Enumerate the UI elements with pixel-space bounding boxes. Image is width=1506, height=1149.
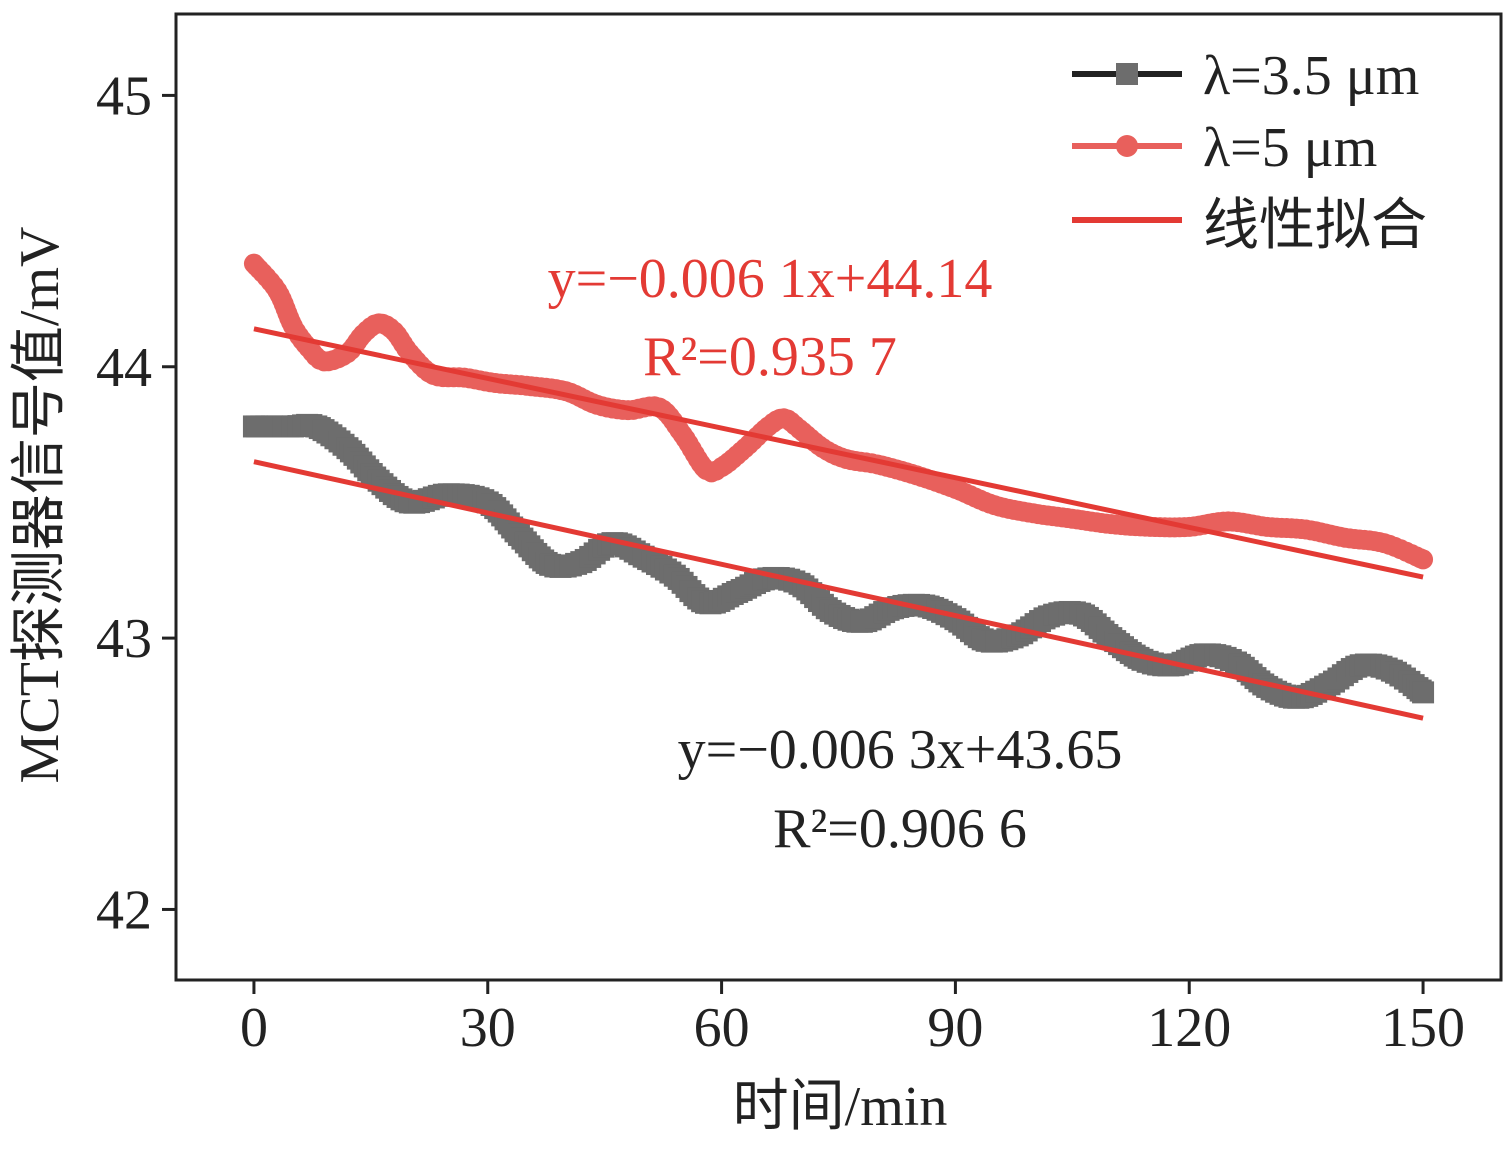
data-point [1413,549,1434,570]
x-tick-label: 120 [1147,997,1231,1059]
fit-r2-5um: R²=0.935 7 [643,326,897,388]
legend-marker-5um [1116,135,1138,157]
y-tick-label: 42 [96,879,152,941]
legend: λ=3.5 μm λ=5 μm 线性拟合 [1072,45,1427,257]
x-tick-label: 150 [1381,997,1465,1059]
plot-frame [174,12,1503,982]
y-tick-label: 45 [96,65,152,127]
x-tick-label: 90 [927,997,983,1059]
x-tick-label: 60 [694,997,750,1059]
fit-equation-5um: y=−0.006 1x+44.14 [548,248,993,310]
data-point [1412,681,1435,704]
legend-label-3-5um: λ=3.5 μm [1203,45,1419,107]
series-layer [242,253,1435,709]
legend-marker-3-5um [1116,63,1138,85]
fit-line-5um [253,326,1424,580]
y-tick-label: 43 [96,608,152,670]
x-tick-label: 0 [240,997,268,1059]
x-axis-label: 时间/min [733,1076,948,1138]
fit-equation-3-5um: y=−0.006 3x+43.65 [678,719,1123,781]
fit-r2-3-5um: R²=0.906 6 [773,798,1027,860]
x-tick-label: 30 [460,997,516,1059]
axis-ticks: 0 30 60 90 120 150 42 43 44 45 [96,65,1465,1059]
fit-line-3-5um [253,459,1424,721]
y-tick-label: 44 [96,337,152,399]
y-axis-label: MCT探测器信号值/mV [9,227,71,784]
legend-label-5um: λ=5 μm [1203,117,1377,179]
fit-layer [253,326,1424,721]
legend-label-fit: 线性拟合 [1203,195,1427,257]
